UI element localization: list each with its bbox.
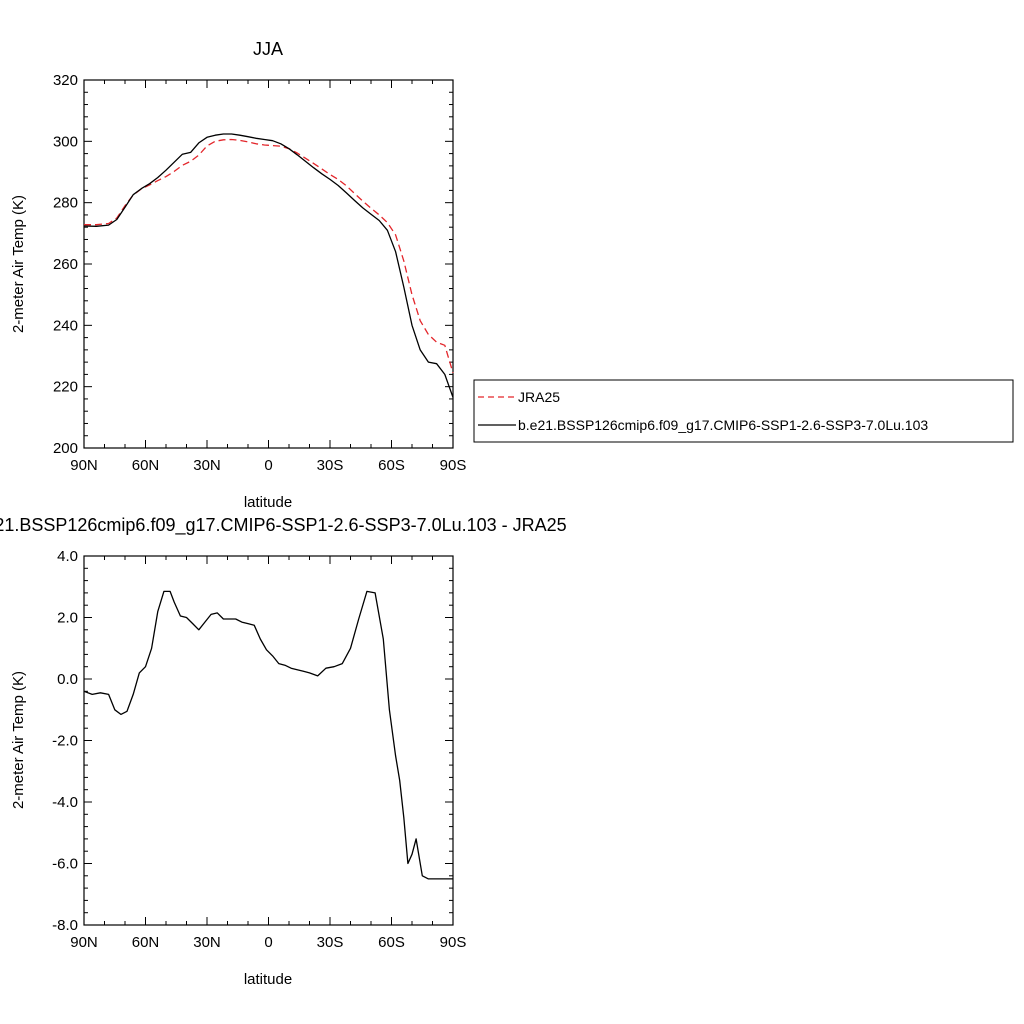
bottom-x-tick-label: 60N [132,934,160,951]
top-chart-plot-frame [83,79,454,449]
bottom-chart-title: b.e21.BSSP126cmip6.f09_g17.CMIP6-SSP1-2.… [0,515,567,536]
bottom-x-tick-label: 90S [440,934,467,951]
bottom-x-tick-label: 90N [70,934,98,951]
top-x-tick-label: 60S [378,457,405,474]
top-chart-y-axis-label: 2-meter Air Temp (K) [10,195,27,333]
bottom-chart-y-axis-label: 2-meter Air Temp (K) [10,671,27,809]
top-y-tick-label: 280 [53,195,78,212]
bottom-x-tick-label: 0 [264,934,272,951]
legend-label-jra25: JRA25 [518,389,560,405]
top-y-tick-label: 260 [53,256,78,273]
bottom-chart-x-axis-label: latitude [244,971,292,988]
top-chart-x-axis-label: latitude [244,494,292,511]
top-y-tick-label: 200 [53,440,78,457]
top-x-tick-label: 90N [70,457,98,474]
top-series-line-1 [83,133,454,398]
bottom-y-tick-label: 0.0 [57,671,78,688]
top-y-tick-label: 220 [53,379,78,396]
top-chart-panel: JJA 90N 60N 30N 0 30S 60S 90S 200 220 240 260 280 30… [10,39,1014,511]
top-x-tick-label: 90S [440,457,467,474]
top-chart-legend: JRA25 b.e21.BSSP126cmip6.f09_g17.CMIP6-S… [473,379,1014,443]
top-x-tick-label: 30S [317,457,344,474]
top-chart-ticks: 90N 60N 30N 0 30S 60S 90S 200 220 240 260 280 300 320 [53,72,466,474]
top-x-tick-label: 30N [193,457,221,474]
bottom-y-tick-label: -2.0 [52,733,78,750]
legend-box [473,379,1014,443]
top-series-line-0 [84,138,454,374]
bottom-x-tick-label: 60S [378,934,405,951]
bottom-y-tick-label: -4.0 [52,794,78,811]
top-chart-title: JJA [253,39,283,59]
bottom-y-tick-label: 4.0 [57,548,78,565]
top-y-tick-label: 300 [53,133,78,150]
legend-label-model: b.e21.BSSP126cmip6.f09_g17.CMIP6-SSP1-2.… [518,417,928,433]
bottom-chart-plot-frame [83,555,454,926]
top-x-tick-label: 0 [264,457,272,474]
bottom-chart-series [83,590,453,880]
bottom-chart-panel: b.e21.BSSP126cmip6.f09_g17.CMIP6-SSP1-2.… [0,515,567,988]
bottom-series-line-0 [83,590,453,880]
bottom-y-tick-label: 2.0 [57,610,78,627]
bottom-y-tick-label: -8.0 [52,917,78,934]
bottom-y-tick-label: -6.0 [52,856,78,873]
bottom-x-tick-label: 30N [193,934,221,951]
top-y-tick-label: 320 [53,72,78,89]
top-chart-series [83,133,454,398]
bottom-x-tick-label: 30S [317,934,344,951]
top-x-tick-label: 60N [132,457,160,474]
bottom-chart-ticks: 90N 60N 30N 0 30S 60S 90S -8.0 -6.0 -4.0 -2.0 0.0 2.… [52,548,466,951]
top-y-tick-label: 240 [53,317,78,334]
